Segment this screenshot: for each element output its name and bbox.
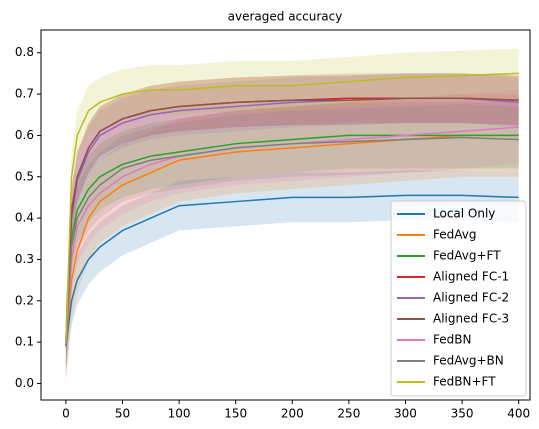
y-tick-label: 0.0 bbox=[15, 376, 34, 390]
y-tick-label: 0.6 bbox=[15, 128, 34, 142]
line bbox=[65, 136, 519, 343]
legend-label: Local Only bbox=[433, 207, 495, 221]
line bbox=[65, 72, 519, 343]
y-tick-label: 0.7 bbox=[15, 87, 34, 101]
band bbox=[65, 89, 519, 380]
legend-box bbox=[390, 200, 527, 397]
x-tick-label: 0 bbox=[62, 407, 70, 421]
y-tick-label: 0.8 bbox=[15, 45, 34, 59]
legend-label: Aligned FC-2 bbox=[433, 291, 509, 305]
legend-label: Aligned FC-3 bbox=[433, 312, 509, 326]
y-tick-label: 0.5 bbox=[15, 169, 34, 183]
x-tick-label: 100 bbox=[168, 407, 191, 421]
legend-label: FedAvg+FT bbox=[433, 249, 501, 263]
y-tick-label: 0.4 bbox=[15, 211, 34, 225]
band bbox=[65, 94, 519, 384]
x-tick-label: 50 bbox=[115, 407, 130, 421]
x-tick-label: 350 bbox=[451, 407, 474, 421]
band bbox=[65, 73, 519, 367]
band bbox=[65, 104, 519, 376]
band bbox=[65, 48, 519, 367]
chart-title: averaged accuracy bbox=[228, 10, 343, 24]
band bbox=[65, 73, 519, 372]
plot-frame bbox=[40, 29, 531, 401]
x-tick-label: 300 bbox=[394, 407, 417, 421]
legend-label: Aligned FC-1 bbox=[433, 270, 509, 284]
x-tick-label: 400 bbox=[507, 407, 530, 421]
legend-label: FedBN bbox=[433, 333, 471, 347]
x-tick-label: 150 bbox=[224, 407, 247, 421]
legend-label: FedAvg bbox=[433, 228, 476, 242]
band bbox=[65, 73, 519, 367]
line bbox=[65, 97, 519, 343]
legend-label: FedBN+FT bbox=[433, 375, 496, 389]
line bbox=[65, 194, 519, 347]
y-tick-label: 0.1 bbox=[15, 335, 34, 349]
x-tick-label: 200 bbox=[281, 407, 304, 421]
x-tick-label: 250 bbox=[337, 407, 360, 421]
line bbox=[65, 126, 519, 343]
y-tick-label: 0.2 bbox=[15, 293, 34, 307]
band bbox=[65, 102, 519, 376]
band bbox=[65, 170, 519, 372]
legend-label: FedAvg+BN bbox=[433, 354, 504, 368]
y-tick-label: 0.3 bbox=[15, 252, 34, 266]
